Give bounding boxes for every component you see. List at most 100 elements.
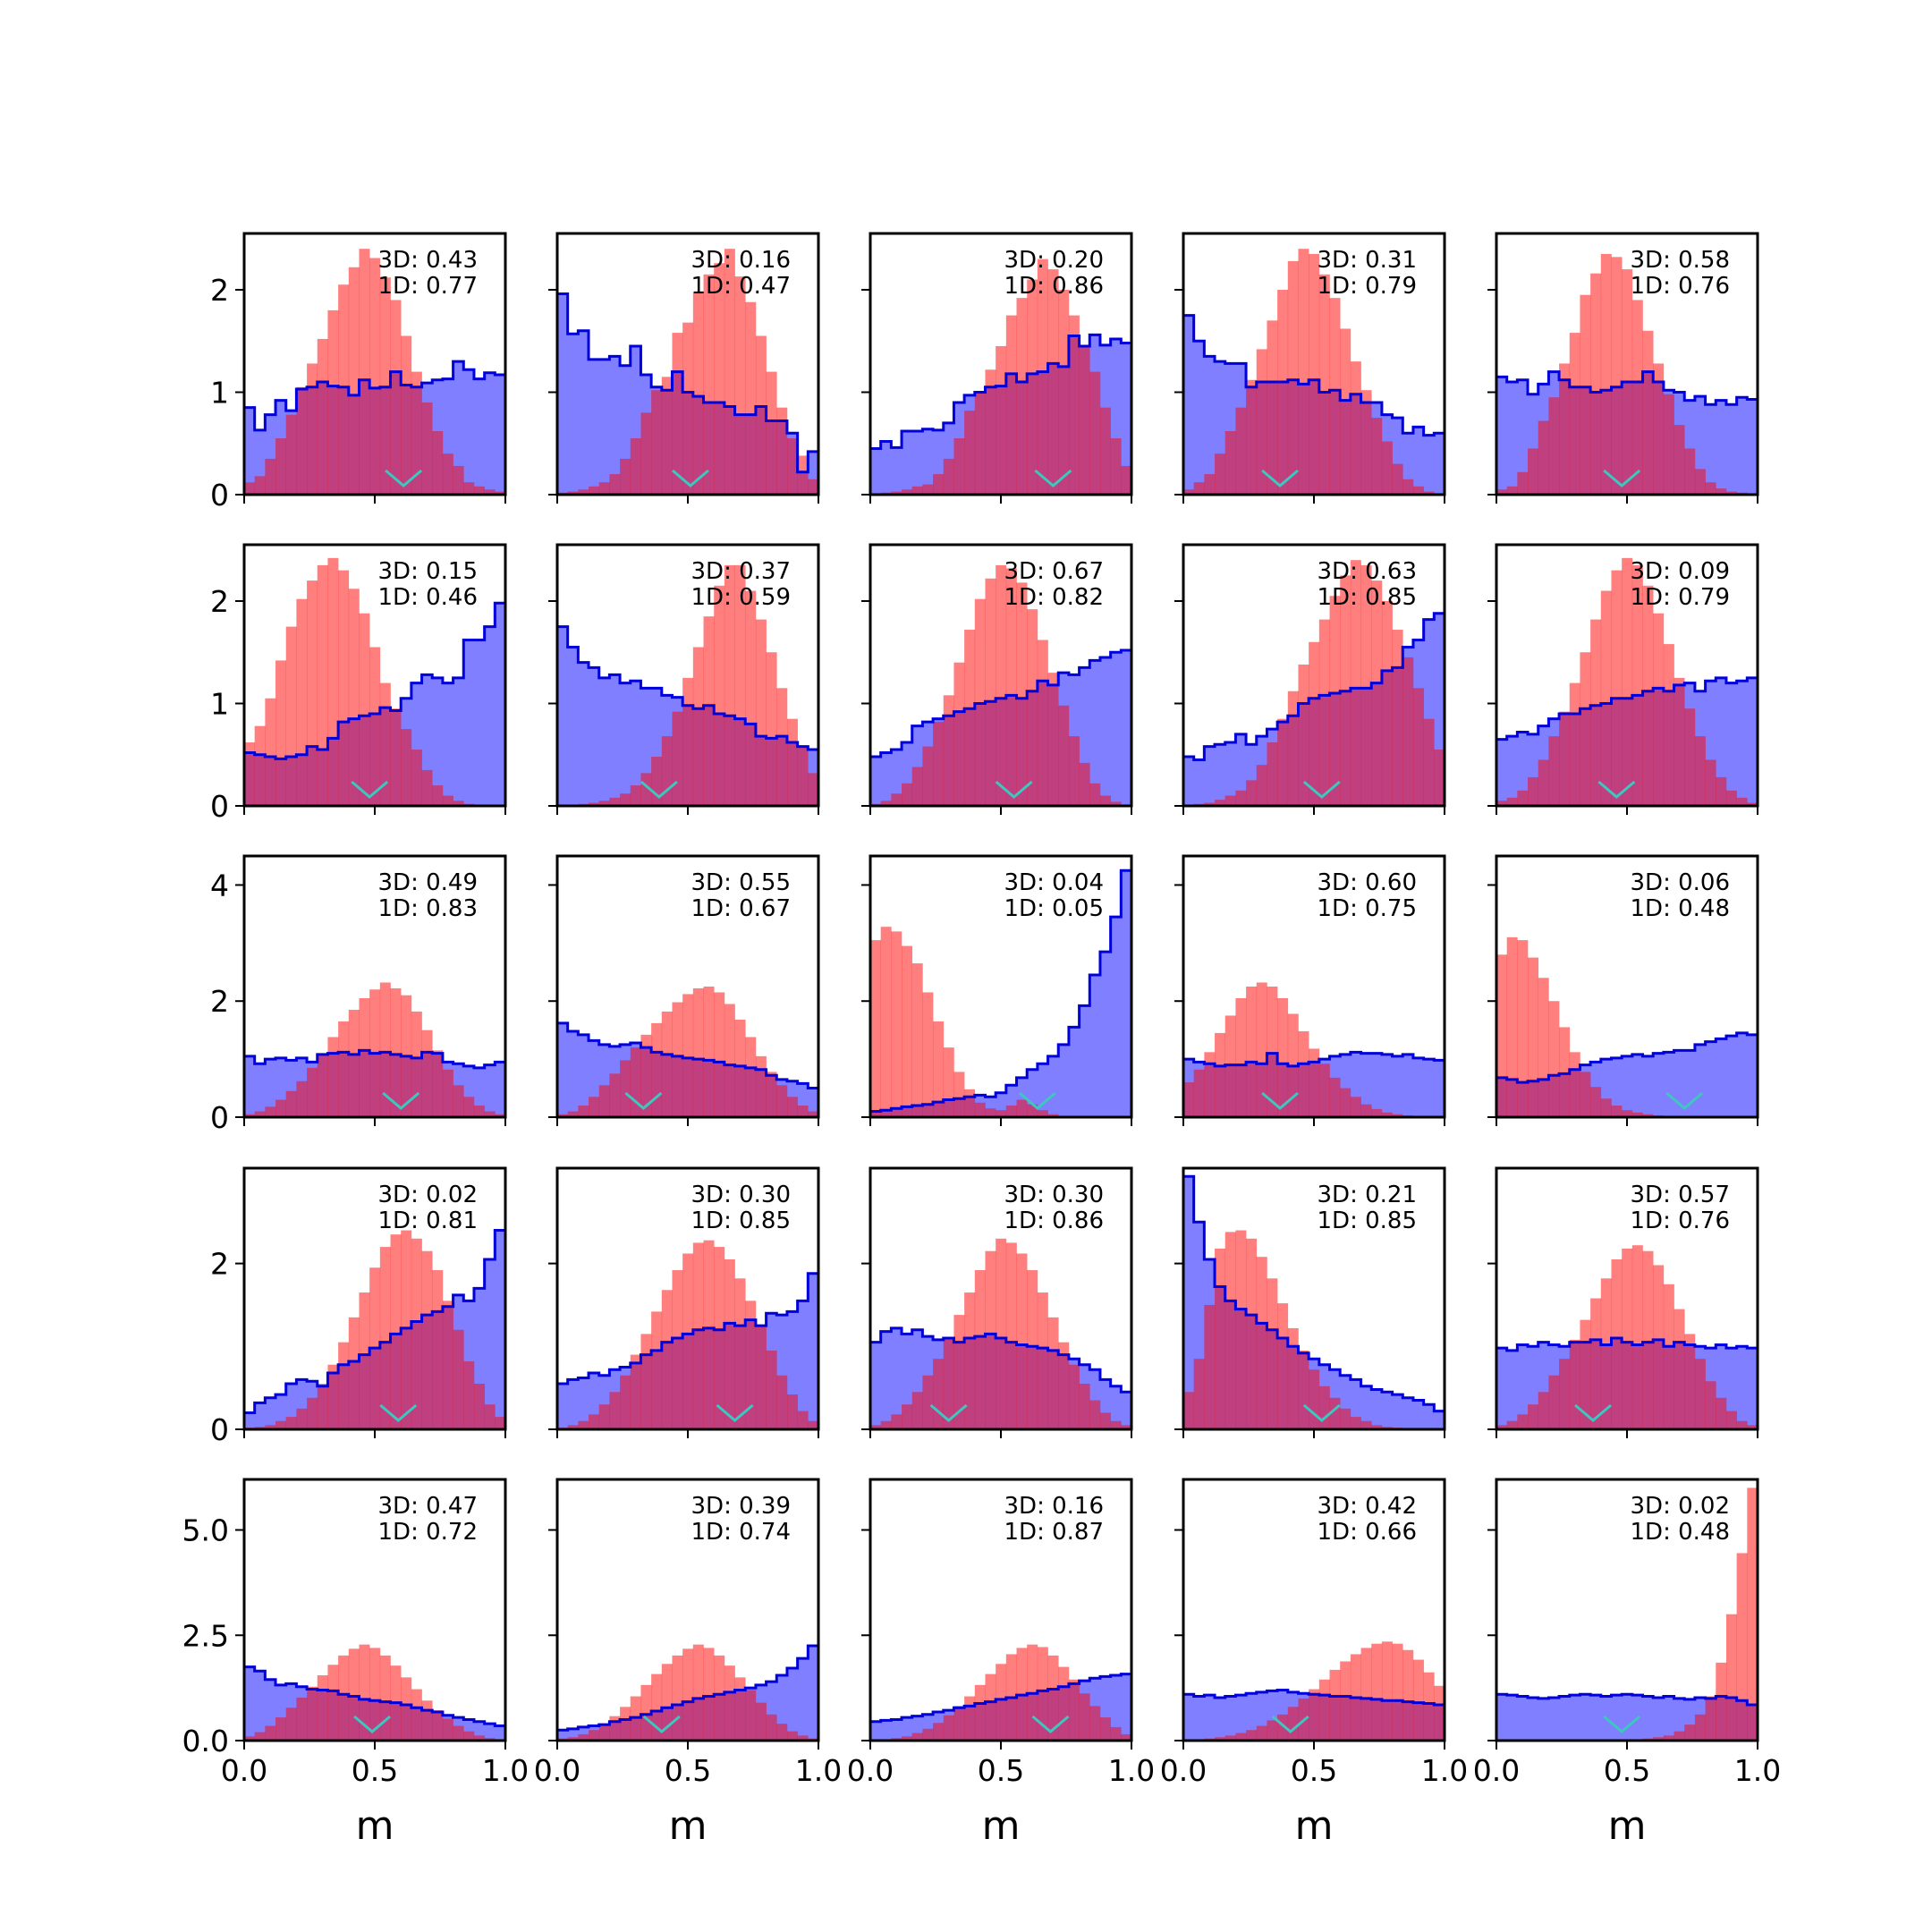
y-tick-label: 2	[210, 584, 229, 619]
red-histogram-bar	[808, 1111, 818, 1117]
red-histogram-bar	[578, 1106, 589, 1117]
red-histogram-bar	[797, 1411, 809, 1429]
red-histogram-bar	[703, 616, 715, 806]
red-histogram-bar	[734, 1677, 746, 1741]
red-histogram-bar	[755, 335, 767, 495]
red-histogram-bar	[1224, 795, 1236, 806]
red-histogram-bar	[1005, 1242, 1017, 1429]
red-histogram-bar	[379, 1247, 391, 1429]
red-histogram-bar	[557, 1114, 568, 1117]
red-histogram-bar	[703, 987, 715, 1117]
red-histogram-bar	[985, 1108, 996, 1117]
red-histogram-bar	[390, 1234, 402, 1429]
red-histogram-bar	[1412, 1659, 1424, 1741]
blue-histogram-step	[1183, 1688, 1445, 1707]
y-tick-label: 0	[210, 1412, 229, 1447]
red-histogram-bar	[598, 1085, 610, 1117]
red-histogram-bar	[797, 746, 809, 806]
plot-area	[557, 1240, 818, 1429]
red-histogram-bar	[473, 1735, 485, 1741]
red-histogram-bar	[776, 688, 788, 806]
marker-chevron	[929, 1403, 968, 1422]
red-histogram-bar	[902, 1404, 913, 1429]
red-histogram-bar	[1716, 776, 1727, 806]
red-histogram-bar	[1580, 652, 1591, 806]
red-histogram-bar	[442, 795, 453, 806]
red-histogram-bar	[296, 1697, 308, 1741]
red-histogram-bar	[1434, 750, 1445, 806]
red-histogram-bar	[1318, 619, 1330, 806]
red-histogram-bar	[1506, 486, 1518, 495]
red-histogram-bar	[724, 1004, 735, 1117]
red-histogram-bar	[703, 274, 715, 495]
plot-area	[1496, 936, 1758, 1117]
red-histogram-bar	[1215, 1737, 1226, 1741]
red-histogram-bar	[766, 1072, 777, 1117]
annotation-1d: 1D: 0.82	[1004, 584, 1104, 611]
red-histogram-bar	[745, 1301, 757, 1429]
red-histogram-bar	[786, 718, 798, 806]
red-histogram-bar	[1329, 298, 1341, 495]
red-histogram-bar	[1058, 705, 1070, 806]
red-histogram-bar	[1287, 260, 1299, 495]
red-histogram-bar	[411, 1011, 422, 1117]
red-histogram-bar	[1580, 1072, 1591, 1117]
marker-chevron	[671, 469, 709, 487]
red-histogram-bar	[661, 1664, 673, 1741]
annotation-3d: 3D: 0.04	[1004, 869, 1104, 896]
red-histogram-bar	[1027, 1270, 1038, 1429]
red-histogram-bar	[1267, 1278, 1278, 1429]
red-histogram-bar	[1506, 1420, 1518, 1429]
annotation-1d: 1D: 0.72	[378, 1519, 478, 1546]
red-histogram-bar	[1736, 797, 1748, 806]
red-histogram-bar	[808, 479, 818, 495]
red-histogram-bar	[797, 1735, 809, 1741]
red-histogram-bar	[598, 801, 610, 806]
annotation-3d: 3D: 0.16	[1004, 1493, 1104, 1520]
red-histogram-bar	[348, 589, 360, 806]
red-histogram-bar	[996, 1664, 1007, 1741]
red-histogram-bar	[755, 1326, 767, 1429]
red-histogram-bar	[985, 578, 996, 806]
red-histogram-bar	[922, 1375, 934, 1429]
y-tick-label: 2	[210, 984, 229, 1019]
red-histogram-bar	[692, 1242, 704, 1429]
red-histogram-bar	[1016, 1253, 1028, 1429]
red-histogram-bar	[1642, 330, 1654, 495]
red-histogram-bar	[265, 698, 276, 806]
red-histogram-bar	[1058, 1666, 1070, 1741]
red-histogram-bar	[922, 484, 934, 495]
plot-area	[1183, 249, 1445, 495]
red-histogram-bar	[1705, 1696, 1716, 1741]
annotation-3d: 3D: 0.06	[1631, 869, 1730, 896]
red-histogram-bar	[692, 1644, 704, 1741]
red-histogram-bar	[911, 767, 923, 806]
red-histogram-bar	[1705, 759, 1716, 806]
red-histogram-bar	[1506, 936, 1518, 1117]
marker-chevron	[1018, 1091, 1056, 1110]
annotation-1d: 1D: 0.87	[1004, 1519, 1104, 1546]
red-histogram-bar	[661, 1290, 673, 1429]
red-histogram-bar	[1287, 691, 1299, 806]
red-histogram-bar	[953, 662, 965, 806]
red-histogram-bar	[724, 564, 735, 806]
red-histogram-bar	[1298, 664, 1309, 806]
red-histogram-bar	[338, 1342, 350, 1429]
red-histogram-bar	[1298, 1350, 1309, 1429]
red-histogram-bar	[1309, 1048, 1320, 1117]
red-histogram-bar	[1423, 718, 1435, 806]
red-histogram-bar	[734, 564, 746, 806]
red-histogram-bar	[296, 1408, 308, 1429]
red-histogram-bar	[1016, 582, 1028, 806]
red-histogram-bar	[1005, 315, 1017, 495]
x-axis-label: m	[1295, 1803, 1334, 1849]
red-histogram-bar	[714, 585, 725, 806]
red-histogram-bar	[1642, 585, 1654, 806]
red-histogram-bar	[317, 1053, 328, 1117]
plot-area	[557, 1644, 818, 1741]
